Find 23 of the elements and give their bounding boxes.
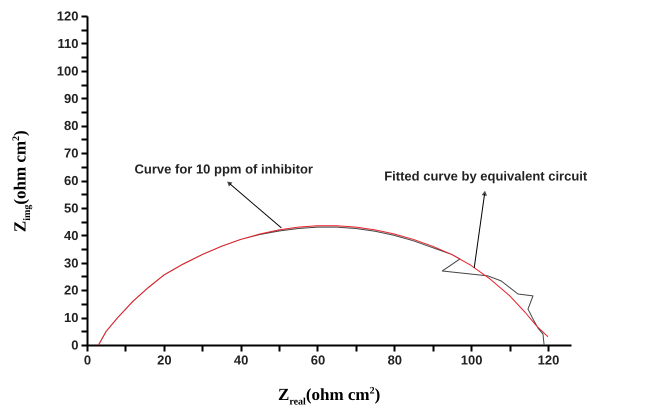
x-tick-label: 40 xyxy=(234,352,248,368)
x-tick-label: 20 xyxy=(157,352,172,368)
x-axis-title: Z$_{real}$(ohm cm$^{2}$) xyxy=(278,385,380,408)
y-tick-label: 40 xyxy=(64,228,78,243)
y-tick-label: 20 xyxy=(64,282,78,298)
annotation: Curve for 10 ppm of inhibitor xyxy=(134,162,313,177)
x-tick-label: 0 xyxy=(84,352,92,368)
y-tick-label: 70 xyxy=(64,146,78,161)
x-tick-label: 120 xyxy=(538,352,560,368)
y-tick-label: 50 xyxy=(64,200,78,216)
y-tick-label: 120 xyxy=(56,8,78,24)
y-tick-label: 0 xyxy=(71,338,78,352)
y-tick-label: 10 xyxy=(64,310,78,326)
annotation: Fitted curve by equivalent circuit xyxy=(384,168,588,184)
y-tick-label: 110 xyxy=(58,36,78,51)
y-tick-label: 30 xyxy=(64,255,78,270)
y-tick-label: 90 xyxy=(64,90,78,106)
y-tick-label: 60 xyxy=(64,173,78,188)
x-tick-label: 80 xyxy=(388,352,402,368)
y-tick-label: 80 xyxy=(64,118,78,134)
x-tick-label: 100 xyxy=(460,352,482,368)
y-tick-label: 100 xyxy=(56,63,78,78)
x-tick-label: 60 xyxy=(310,352,326,368)
